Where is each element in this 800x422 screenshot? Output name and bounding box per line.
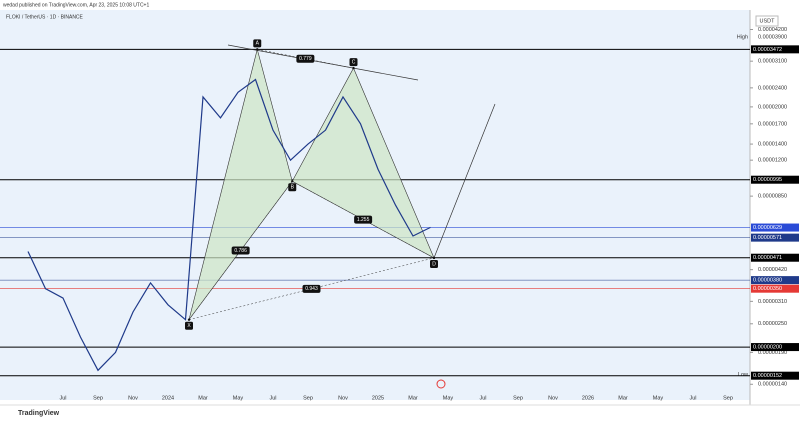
level-label: 0.00000200 [753, 345, 782, 351]
ratio-box [296, 54, 315, 63]
level-box [751, 276, 799, 285]
ratio-line [188, 181, 293, 320]
pattern-box [185, 321, 193, 330]
symbol: FLOKI / TetherUS · 1D · BINANCE [6, 14, 84, 20]
projection [433, 103, 496, 259]
ratio-label: 0.779 [299, 56, 312, 62]
pattern-point [352, 66, 355, 70]
level-label: 0.00000380 [753, 278, 782, 284]
currency-box [755, 15, 779, 27]
level-box [751, 284, 799, 293]
pattern-label: B [291, 185, 295, 191]
pattern-point [291, 180, 294, 183]
extreme-label: 0.00003900 [758, 35, 787, 41]
y-tick-label: 0.00000190 [758, 350, 787, 356]
price-line [27, 78, 431, 372]
x-tick-label: Mar [618, 395, 628, 401]
currency: USDT [760, 18, 776, 24]
ratio-box [231, 246, 250, 255]
pattern-label: A [256, 41, 260, 47]
x-tick-label: Jul [479, 395, 486, 401]
y-tick-label: 0.00000250 [758, 321, 787, 327]
level-label: 0.00003472 [753, 47, 782, 53]
x-tick-label: Sep [513, 395, 523, 401]
x-tick-label: May [233, 395, 244, 401]
x-tick-label: Sep [723, 395, 733, 401]
level-label: 0.00000350 [753, 286, 782, 292]
y-tick-label: 0.00000140 [758, 382, 787, 388]
y-tick-label: 0.00003100 [758, 59, 787, 65]
x-tick-label: May [653, 395, 664, 401]
y-tick-label: 0.00001400 [758, 142, 787, 148]
event-icon [436, 379, 446, 389]
x-tick-label: Nov [338, 395, 348, 401]
y-tick-label: 0.00000310 [758, 299, 787, 305]
x-tick-label: Sep [303, 395, 313, 401]
level-box [751, 45, 799, 54]
y-tick-label: 0.00001200 [758, 158, 787, 164]
pattern-label: D [432, 261, 436, 267]
x-tick-label: 2026 [582, 395, 594, 401]
x-tick-label: 2024 [162, 395, 174, 401]
level-box [751, 223, 799, 232]
pattern-label: C [352, 59, 356, 65]
y-tick-label: 0.00001700 [758, 121, 787, 127]
level-label: 0.00000629 [753, 225, 782, 231]
x-tick-label: May [443, 395, 454, 401]
extreme-name: Low [738, 372, 748, 378]
ratio-box [354, 215, 373, 224]
pattern-label: X [187, 323, 191, 329]
ratio-label: 1.255 [357, 217, 370, 223]
pattern-box [349, 58, 358, 67]
level-box [751, 233, 799, 242]
x-tick-label: Jul [59, 395, 66, 401]
pattern-box [430, 259, 438, 268]
ratio-box [302, 284, 321, 293]
y-tick-label: 0.00002400 [758, 85, 787, 91]
x-tick-label: Mar [408, 395, 418, 401]
brand: TradingView [18, 410, 60, 417]
x-tick-label: Mar [198, 395, 208, 401]
published: wedad published on TradingView.com, Apr … [3, 2, 149, 8]
level-label: 0.00000571 [753, 235, 782, 241]
x-tick-label: Sep [93, 395, 103, 401]
pattern-point [432, 256, 436, 260]
trendline [227, 44, 419, 81]
extreme-name: High [737, 35, 748, 41]
x-tick-label: Nov [548, 395, 558, 401]
x-tick-label: 2025 [372, 395, 384, 401]
y-tick-label: 0.00000420 [758, 267, 787, 273]
x-tick-label: Jul [689, 395, 696, 401]
y-tick-label: 0.00004200 [758, 27, 787, 33]
x-tick-label: Nov [128, 395, 138, 401]
pattern-box [253, 39, 262, 48]
ratio-label: 0.786 [234, 248, 247, 254]
level-box [751, 343, 799, 352]
level-box [751, 253, 799, 262]
level-label: 0.00000995 [753, 177, 782, 183]
pattern-box [288, 183, 297, 192]
level-label: 0.00000471 [753, 255, 782, 261]
x-tick-label: Jul [269, 395, 276, 401]
y-tick-label: 0.00002000 [758, 104, 787, 110]
level-box [751, 175, 799, 184]
ratio-label: 0.943 [305, 286, 318, 292]
level-label: 0.00000152 [753, 373, 782, 379]
level-box [751, 371, 799, 380]
y-tick-label: 0.00000850 [758, 194, 787, 200]
pattern-point [256, 48, 259, 51]
pattern-point [187, 318, 191, 321]
